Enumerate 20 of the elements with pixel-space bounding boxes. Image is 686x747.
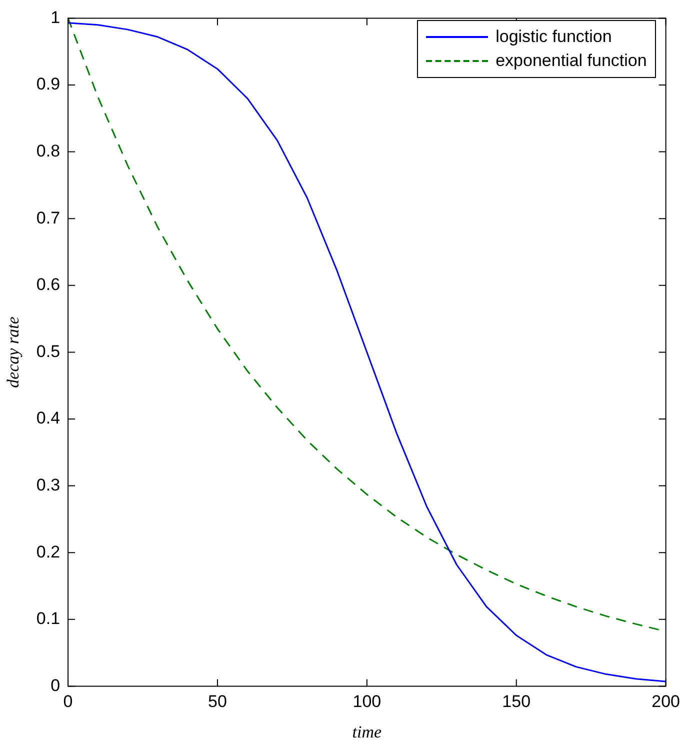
y-tick-label: 0.5 xyxy=(36,342,60,361)
legend-label: exponential function xyxy=(496,51,647,72)
x-tick-label: 100 xyxy=(352,692,382,712)
y-tick-label: 0.1 xyxy=(36,609,60,628)
y-tick-label: 0.2 xyxy=(36,542,60,562)
y-tick-label: 0 xyxy=(50,676,60,695)
y-tick-label: 0.6 xyxy=(36,275,60,294)
legend-label: logistic function xyxy=(496,27,612,48)
x-tick-label: 50 xyxy=(208,692,227,712)
x-tick-label: 150 xyxy=(502,692,531,712)
y-tick-label: 0.3 xyxy=(36,475,60,494)
y-tick-label: 0.9 xyxy=(36,74,60,94)
x-axis-title: time xyxy=(352,722,382,742)
x-tick-label: 0 xyxy=(63,692,73,712)
y-axis-title: decay rate xyxy=(4,316,23,388)
y-tick-label: 0.8 xyxy=(36,141,60,160)
y-tick-label: 1 xyxy=(50,8,60,27)
x-tick-label: 200 xyxy=(652,692,680,712)
y-tick-label: 0.7 xyxy=(36,208,60,228)
y-tick-label: 0.4 xyxy=(36,408,60,428)
